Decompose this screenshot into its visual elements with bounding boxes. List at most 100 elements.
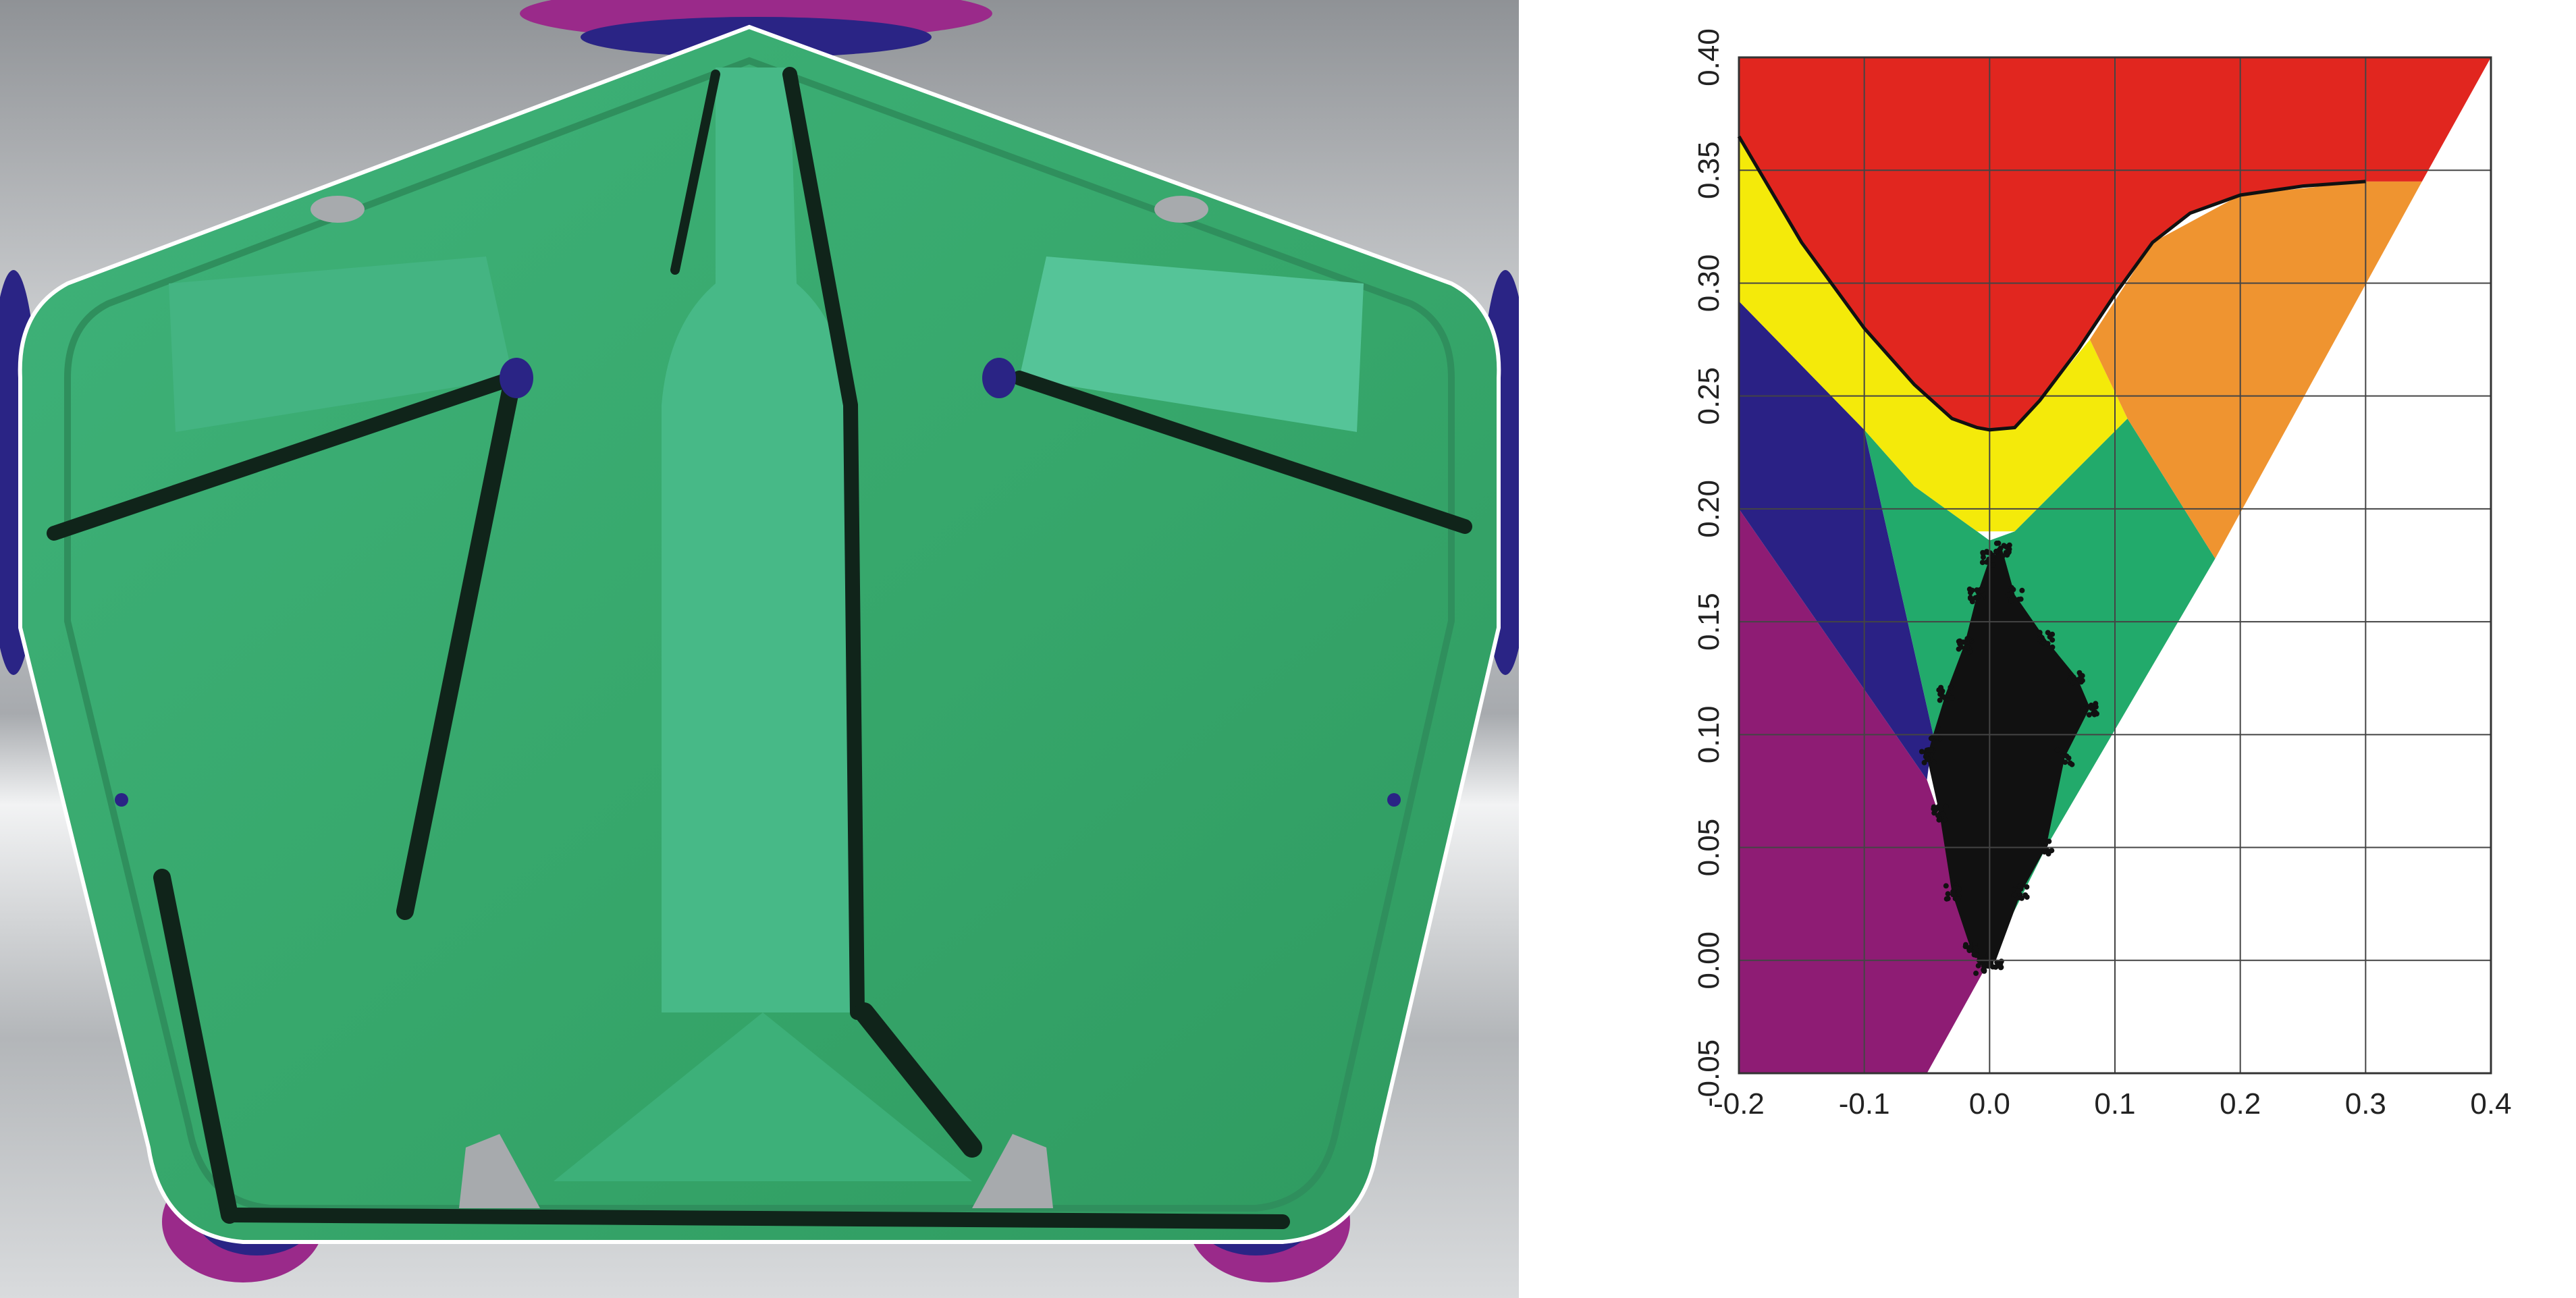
strain-point — [1986, 556, 1992, 562]
strain-point — [2089, 705, 2095, 711]
x-tick-label: 0.1 — [2094, 1087, 2135, 1120]
lower-triangle-ridge — [554, 1012, 972, 1181]
strain-point — [1981, 963, 1987, 969]
region-yellow — [1739, 136, 2128, 532]
strain-point — [1966, 948, 1973, 954]
strain-point — [1981, 967, 1987, 973]
strain-point — [1928, 735, 1934, 741]
strain-point — [1926, 747, 1931, 753]
y-tick-label: 0.20 — [1692, 480, 1725, 538]
strain-point — [1963, 942, 1968, 948]
strain-point — [2015, 888, 2021, 894]
strain-point — [1973, 970, 1979, 976]
strain-point — [2040, 838, 2046, 844]
y-tick-label: 0.00 — [1692, 931, 1725, 990]
y-tick-label: 0.10 — [1692, 706, 1725, 764]
strain-point — [1975, 963, 1981, 969]
grid-layer — [1738, 56, 2492, 1075]
ticks-layer: -0.2 -0.1 0.0 0.1 0.2 0.3 0.4 -0.05 0.00 0.05 0.10… — [1692, 28, 2512, 1120]
strain-point — [1935, 726, 1941, 732]
forming-limit-diagram: -0.2 -0.1 0.0 0.1 0.2 0.3 0.4 -0.05 0.00 0.05 0.10… — [1519, 0, 2576, 1298]
strain-point — [2049, 644, 2056, 650]
strain-point — [2000, 553, 2006, 559]
flc-chart-svg: -0.2 -0.1 0.0 0.1 0.2 0.3 0.4 -0.05 0.00 0.05 0.10… — [1692, 28, 2512, 1120]
strain-point — [2039, 634, 2045, 641]
strain-point — [2024, 894, 2030, 900]
strain-point — [2076, 676, 2082, 682]
y-tick-label: 0.15 — [1692, 593, 1725, 651]
strain-point — [2012, 892, 2018, 898]
strain-point — [2006, 549, 2012, 555]
region-orange — [2089, 181, 2422, 559]
strain-point — [1950, 889, 1956, 895]
strain-point — [1948, 684, 1954, 691]
y-tick-label: 0.30 — [1692, 254, 1725, 313]
strain-point — [1997, 545, 2004, 551]
strain-point — [1943, 883, 1949, 889]
strain-point — [1933, 807, 1939, 813]
strain-point — [1939, 694, 1946, 699]
strain-point — [1991, 952, 1997, 958]
strain-point — [2094, 711, 2099, 717]
center-ridge — [662, 67, 851, 1012]
strain-point — [1985, 952, 1991, 958]
strain-point — [2060, 753, 2066, 759]
x-tick-label: -0.2 — [1713, 1087, 1765, 1120]
stamped-sheet-metal-panel-icon — [0, 0, 1519, 1298]
points-layer — [1918, 540, 2099, 976]
strain-point — [1969, 587, 1975, 593]
strain-point — [2008, 598, 2014, 604]
plot-frame — [1738, 56, 2492, 1075]
strain-point — [1990, 562, 1996, 568]
strain-point — [1973, 952, 1979, 958]
strain-point — [2079, 673, 2085, 679]
strain-point — [1937, 687, 1943, 693]
strain-point — [1945, 891, 1951, 897]
strain-point — [1987, 963, 1993, 969]
strain-point — [1921, 759, 1927, 765]
x-tick-label: 0.0 — [1969, 1087, 2010, 1120]
strain-point — [2062, 759, 2068, 765]
forming-simulation-view — [0, 0, 1519, 1298]
y-tick-label: 0.35 — [1692, 141, 1725, 199]
y-tick-label: 0.40 — [1692, 28, 1725, 86]
thinning-markers — [115, 358, 1401, 807]
strain-point — [1952, 885, 1958, 890]
x-tick-label: -0.1 — [1839, 1087, 1890, 1120]
strain-point — [1993, 540, 2000, 546]
strain-point — [2086, 712, 2092, 718]
strain-point — [2019, 587, 2025, 593]
strain-point — [1964, 636, 1970, 642]
strain-point — [2049, 848, 2055, 854]
strain-point — [1979, 560, 1985, 566]
strain-point-cloud — [1927, 549, 2090, 967]
strain-point — [1973, 945, 1979, 951]
forming-limit-curve — [1737, 135, 2366, 432]
curve-layer — [1737, 135, 2366, 432]
strain-point — [2017, 884, 2023, 890]
strain-point — [2018, 596, 2024, 602]
y-tick-label: 0.25 — [1692, 367, 1725, 425]
strain-point — [1925, 757, 1931, 762]
strain-point — [2045, 630, 2051, 636]
strain-point — [2067, 760, 2073, 766]
strain-point — [1935, 813, 1941, 819]
x-tick-label: 0.4 — [2470, 1087, 2511, 1120]
strain-point — [2041, 849, 2047, 855]
strain-point — [1943, 803, 1949, 809]
strain-point — [1964, 644, 1970, 650]
x-tick-label: 0.3 — [2345, 1087, 2386, 1120]
strain-point — [2005, 592, 2011, 598]
strain-point — [2054, 747, 2060, 753]
strain-point — [1957, 641, 1963, 647]
strain-point — [2047, 634, 2053, 640]
x-tick-label: 0.2 — [2220, 1087, 2261, 1120]
strain-point — [2006, 542, 2012, 548]
strain-point — [2008, 585, 2014, 591]
panel-holes — [311, 196, 1208, 1208]
strain-point — [2066, 755, 2072, 761]
strain-point — [1945, 696, 1951, 702]
strain-point — [1975, 593, 1981, 599]
region-blue — [1739, 301, 1933, 780]
